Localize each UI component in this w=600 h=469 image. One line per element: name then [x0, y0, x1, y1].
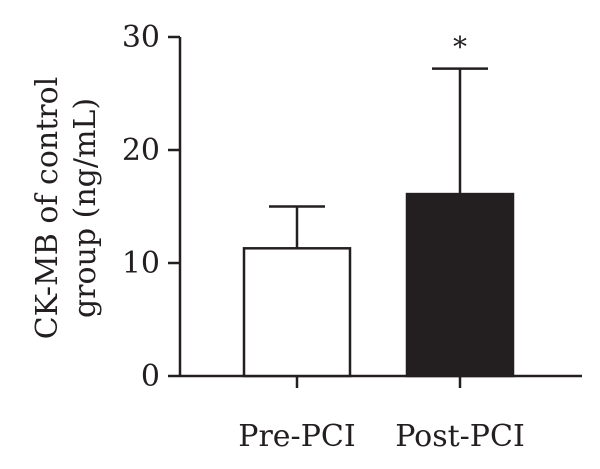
y-axis-title-line-2: group (ng/mL): [68, 98, 103, 318]
bars: [242, 192, 515, 378]
y-axis-title-line-1: CK-MB of control: [30, 77, 65, 340]
annotations: *: [453, 31, 467, 64]
error-bars: [269, 67, 488, 249]
x-tick-label: Pre-PCI: [238, 419, 355, 454]
bar-post-pci: [405, 192, 515, 378]
significance-marker: *: [453, 31, 467, 64]
y-tick-label: 30: [122, 20, 160, 55]
category-labels: Pre-PCI Post-PCI: [238, 419, 525, 454]
y-axis-title: CK-MB of control group (ng/mL): [30, 77, 103, 340]
y-tick-label: 0: [141, 359, 160, 394]
y-tick-label: 20: [122, 133, 160, 168]
x-tick-label: Post-PCI: [395, 419, 525, 454]
bar-pre-pci: [242, 247, 352, 378]
y-tick-label: 10: [122, 246, 160, 281]
x-axis: [180, 374, 582, 388]
y-axis: 0 10 20 30: [122, 20, 182, 394]
